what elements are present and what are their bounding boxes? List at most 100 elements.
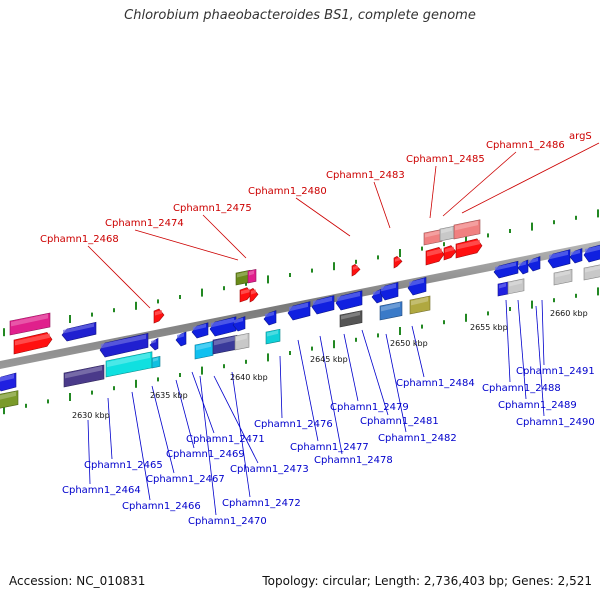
track-dot	[355, 337, 357, 342]
track-dot	[597, 287, 599, 296]
gene-label[interactable]: Cphamn1_2490	[516, 417, 595, 428]
gene-label[interactable]: Cphamn1_2482	[378, 433, 457, 444]
track-dot	[69, 315, 71, 323]
gene-label[interactable]: Cphamn1_2472	[222, 498, 301, 509]
track-dot	[267, 353, 269, 362]
strand-track-dots	[3, 209, 599, 415]
gene-highlight	[265, 311, 274, 318]
gene-label[interactable]: Cphamn1_2480	[248, 186, 327, 197]
gene-label[interactable]: Cphamn1_2476	[254, 419, 333, 430]
gene-highlight	[0, 391, 16, 400]
gene-label[interactable]: Cphamn1_2475	[173, 203, 252, 214]
leader-line	[517, 299, 527, 400]
gene-label[interactable]: argS	[569, 131, 592, 142]
gene-label[interactable]: Cphamn1_2484	[396, 378, 475, 389]
gene-highlight	[411, 297, 428, 306]
gene-label[interactable]: Cphamn1_2467	[146, 474, 225, 485]
track-dot	[575, 293, 577, 298]
track-dot	[289, 351, 291, 355]
track-dot	[157, 377, 159, 382]
gene-highlight	[153, 357, 158, 362]
gene-labels[interactable]: Cphamn1_2468 Cphamn1_2474 Cphamn1_2475 Cpha…	[40, 131, 595, 527]
leader-line	[213, 375, 259, 464]
track-dot	[399, 249, 401, 257]
leader-line	[107, 397, 113, 460]
gene-highlight	[519, 261, 526, 267]
gene-label[interactable]: Cphamn1_2465	[84, 460, 163, 471]
track-dot	[487, 311, 489, 316]
track-dot	[421, 246, 423, 251]
leader-line	[373, 181, 391, 229]
track-dot	[399, 327, 401, 335]
gene-highlight	[549, 250, 568, 260]
gene-label[interactable]: Cphamn1_2477	[290, 442, 369, 453]
track-dot	[509, 307, 511, 311]
track-dot	[553, 220, 555, 225]
track-dot	[333, 262, 335, 271]
gene-label[interactable]: Cphamn1_2485	[406, 154, 485, 165]
leader-line	[429, 165, 437, 219]
gene-highlight	[441, 227, 452, 234]
gene-highlight	[15, 333, 50, 346]
track-dot	[289, 273, 291, 277]
gene-label[interactable]: Cphamn1_2474	[105, 218, 184, 229]
leader-line	[151, 385, 175, 474]
gene-highlight	[101, 334, 146, 349]
gene-label[interactable]: Cphamn1_2469	[166, 449, 245, 460]
gene-label[interactable]: Cphamn1_2468	[40, 234, 119, 245]
gene-label[interactable]: Cphamn1_2470	[188, 516, 267, 527]
gene-label[interactable]: Cphamn1_2464	[62, 485, 141, 496]
track-dot	[487, 233, 489, 238]
gene-highlight	[267, 330, 278, 337]
gene-label[interactable]: Cphamn1_2483	[326, 170, 405, 181]
track-dot	[553, 298, 555, 303]
gene-label[interactable]: Cphamn1_2491	[516, 366, 595, 377]
gene-label[interactable]: Cphamn1_2481	[360, 416, 439, 427]
kbp-tick-label: 2640 kbp	[230, 373, 268, 382]
gene-highlight	[0, 374, 14, 382]
gene-label[interactable]: Cphamn1_2488	[482, 383, 561, 394]
gene-label[interactable]: Cphamn1_2473	[230, 464, 309, 475]
leader-line	[202, 214, 247, 259]
leader-line	[505, 299, 511, 383]
leader-line	[361, 329, 389, 416]
track-dot	[245, 359, 247, 364]
leader-line	[231, 371, 251, 498]
track-dot	[223, 286, 225, 291]
track-dot	[201, 366, 203, 375]
gene-features[interactable]	[0, 219, 600, 409]
gene-highlight	[65, 366, 102, 379]
gene-highlight	[425, 230, 440, 238]
label-leader-lines	[87, 142, 600, 516]
gene-highlight	[155, 310, 162, 316]
gene-label[interactable]: Cphamn1_2471	[186, 434, 265, 445]
gene-highlight	[193, 323, 206, 331]
gene-highlight	[289, 302, 308, 312]
track-dot	[465, 313, 467, 322]
gene-highlight	[373, 290, 380, 296]
track-dot	[311, 346, 313, 351]
leader-line	[191, 371, 215, 434]
gene-highlight	[237, 271, 248, 278]
kbp-tick-labels: 2630 kbp 2635 kbp 2640 kbp 2645 kbp 2650 kbp…	[72, 309, 588, 420]
track-dot	[113, 386, 115, 391]
gene-label[interactable]: Cphamn1_2479	[330, 402, 409, 413]
track-dot	[91, 312, 93, 317]
gene-highlight	[427, 248, 442, 257]
gene-highlight	[341, 311, 360, 320]
gene-highlight	[151, 339, 156, 344]
track-dot	[597, 209, 599, 218]
gene-label[interactable]: Cphamn1_2478	[314, 455, 393, 466]
gene-label[interactable]: Cphamn1_2489	[498, 400, 577, 411]
track-dot	[575, 215, 577, 220]
gene-label[interactable]: Cphamn1_2486	[486, 140, 565, 151]
gene-highlight	[234, 317, 243, 324]
kbp-tick-label: 2635 kbp	[150, 391, 188, 400]
gene-label[interactable]: Cphamn1_2466	[122, 501, 201, 512]
track-dot	[201, 288, 203, 297]
kbp-tick-label: 2655 kbp	[470, 323, 508, 332]
gene-highlight	[249, 270, 254, 276]
gene-highlight	[499, 283, 506, 289]
leader-line	[295, 197, 351, 237]
